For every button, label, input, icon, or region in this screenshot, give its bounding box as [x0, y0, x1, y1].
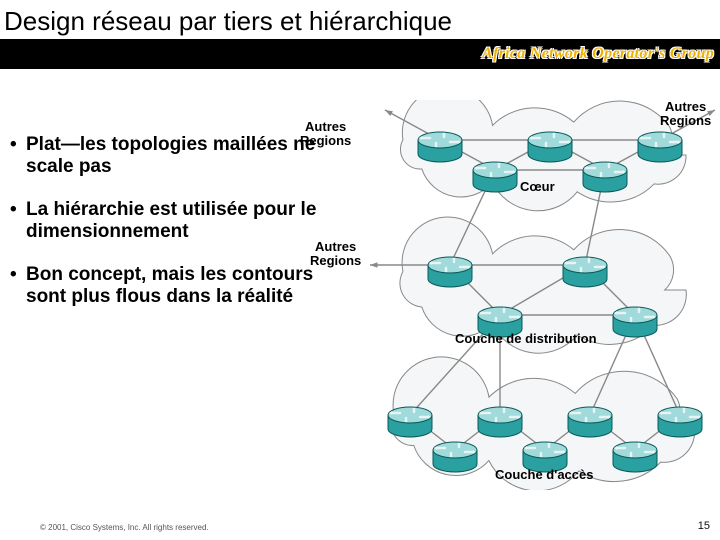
- copyright: © 2001, Cisco Systems, Inc. All rights r…: [40, 523, 209, 532]
- title-bar: Africa Network Operator's Group: [0, 39, 720, 69]
- diagram-label: Couche d'accès: [495, 468, 593, 482]
- bullet-item: La hiérarchie est utilisée pour le dimen…: [10, 199, 350, 244]
- diagram-svg: [340, 100, 720, 490]
- bullet-item: Bon concept, mais les contours sont plus…: [10, 264, 350, 309]
- page-title: Design réseau par tiers et hiérarchique: [0, 0, 720, 39]
- diagram-label: AutresRegions: [300, 120, 351, 149]
- diagram-label: Cœur: [520, 180, 555, 194]
- banner-text: Africa Network Operator's Group: [482, 45, 714, 63]
- page-number: 15: [698, 520, 710, 532]
- bullet-item: Plat—les topologies maillées ne scale pa…: [10, 134, 350, 179]
- diagram-label: AutresRegions: [310, 240, 361, 269]
- network-diagram: AutresRegionsAutresRegionsAutresRegionsC…: [340, 100, 720, 490]
- diagram-label: AutresRegions: [660, 100, 711, 129]
- diagram-label: Couche de distribution: [455, 332, 597, 346]
- bullet-list: Plat—les topologies maillées ne scale pa…: [10, 134, 350, 328]
